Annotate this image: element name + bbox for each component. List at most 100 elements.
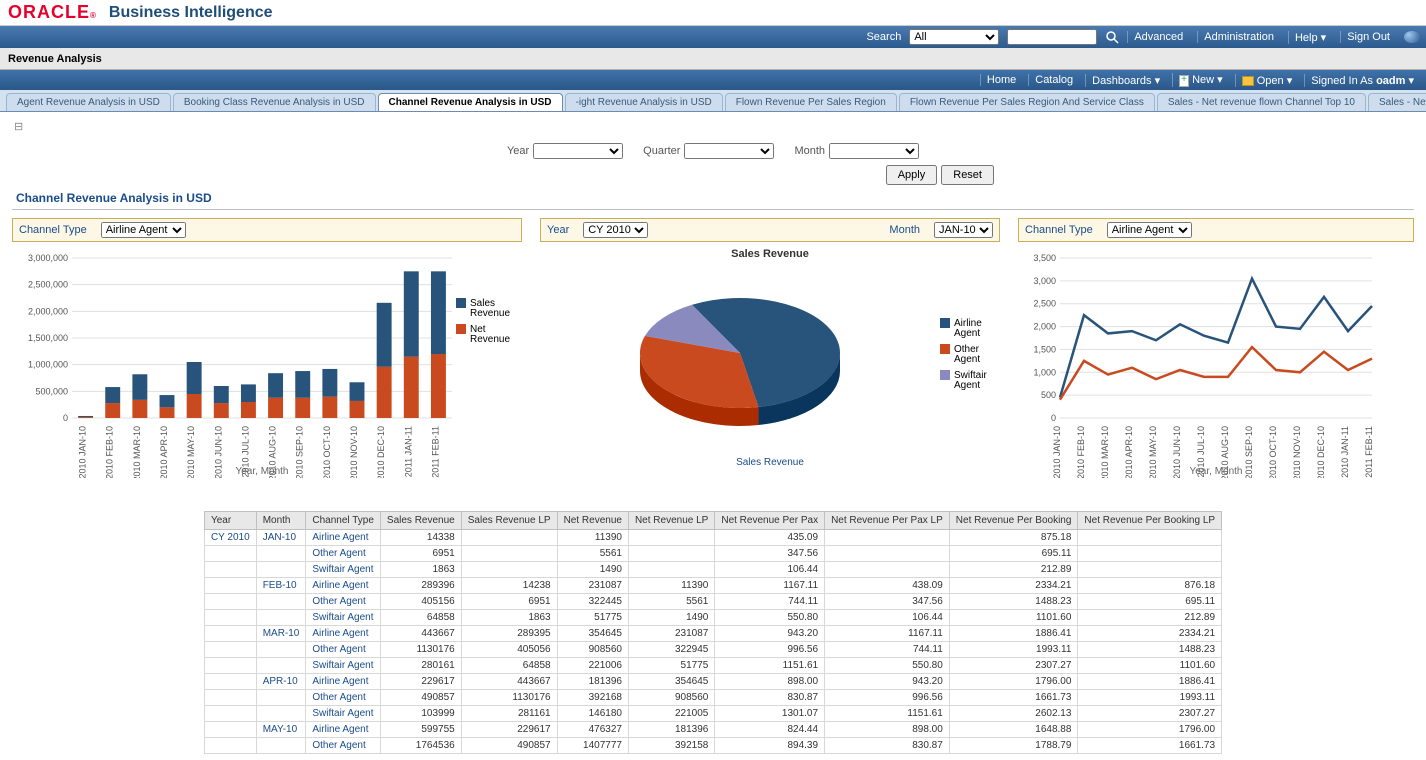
table-row: Swiftair Agent10399928116114618022100513… — [204, 706, 1221, 722]
dashboards-menu[interactable]: Dashboards ▾ — [1085, 74, 1166, 87]
svg-text:2,000,000: 2,000,000 — [28, 306, 68, 316]
svg-text:CY 2010 JAN-10: CY 2010 JAN-10 — [1052, 426, 1062, 478]
svg-text:CY 2010 OCT-10: CY 2010 OCT-10 — [322, 426, 332, 478]
pie-title: Sales Revenue — [540, 248, 1000, 260]
table-header: Net Revenue Per Booking LP — [1078, 512, 1222, 530]
help-menu[interactable]: Help ▾ — [1288, 31, 1332, 44]
svg-text:CY 2010 DEC-10: CY 2010 DEC-10 — [376, 426, 386, 478]
table-row: FEB-10Airline Agent289396142382310871139… — [204, 578, 1221, 594]
table-row: Other Agent4908571130176392168908560830.… — [204, 690, 1221, 706]
chevron-down-icon: ▾ — [1155, 75, 1161, 87]
brand-title: Business Intelligence — [109, 4, 273, 22]
page-title: Revenue Analysis — [8, 53, 102, 65]
pie-footer: Sales Revenue — [540, 457, 1000, 468]
bar-chart-panel: Channel Type Airline Agent 0500,0001,000… — [12, 218, 522, 481]
search-scope-select[interactable]: All — [909, 29, 999, 45]
svg-text:0: 0 — [63, 413, 68, 423]
catalog-link[interactable]: Catalog — [1028, 74, 1079, 86]
administration-link[interactable]: Administration — [1197, 31, 1280, 43]
new-icon — [1179, 75, 1189, 87]
home-link[interactable]: Home — [980, 74, 1022, 86]
svg-text:0: 0 — [1051, 413, 1056, 423]
svg-text:CY 2010 NOV-10: CY 2010 NOV-10 — [1292, 426, 1302, 478]
open-menu[interactable]: Open ▾ — [1235, 74, 1299, 87]
new-menu[interactable]: New ▾ — [1172, 73, 1229, 86]
svg-text:500: 500 — [1041, 390, 1056, 400]
advanced-link[interactable]: Advanced — [1127, 31, 1189, 43]
search-input[interactable] — [1007, 29, 1097, 45]
chevron-down-icon: ▾ — [1287, 75, 1293, 87]
table-row: MAR-10Airline Agent443667289395354645231… — [204, 626, 1221, 642]
svg-text:CY 2010 JUN-10: CY 2010 JUN-10 — [1172, 426, 1182, 478]
svg-text:Agent: Agent — [954, 380, 980, 391]
svg-text:CY 2010 DEC-10: CY 2010 DEC-10 — [1316, 426, 1326, 478]
svg-text:CY 2010 SEP-10: CY 2010 SEP-10 — [295, 426, 305, 478]
table-row: MAY-10Airline Agent599755229617476327181… — [204, 722, 1221, 738]
search-label: Search — [866, 31, 901, 43]
svg-text:Year, Month: Year, Month — [235, 466, 288, 477]
tab-0[interactable]: Agent Revenue Analysis in USD — [6, 93, 171, 111]
collapse-icon[interactable]: ⊟ — [14, 120, 1414, 133]
svg-text:2,500: 2,500 — [1033, 299, 1056, 309]
topbar: ORACLE® Business Intelligence — [0, 0, 1426, 26]
svg-text:CY 2010 JAN-10: CY 2010 JAN-10 — [78, 426, 88, 478]
svg-text:CY 2010 APR-10: CY 2010 APR-10 — [159, 426, 169, 478]
svg-text:1,500: 1,500 — [1033, 344, 1056, 354]
tabstrip: Agent Revenue Analysis in USDBooking Cla… — [0, 90, 1426, 112]
table-header: Net Revenue Per Pax — [715, 512, 825, 530]
reset-button[interactable]: Reset — [941, 165, 994, 185]
svg-text:CY 2010 MAR-10: CY 2010 MAR-10 — [132, 426, 142, 478]
panel2-month-select[interactable]: JAN-10 — [934, 222, 993, 238]
svg-text:CY 2010 OCT-10: CY 2010 OCT-10 — [1268, 426, 1278, 478]
table-header: Sales Revenue — [380, 512, 461, 530]
svg-text:CY 2010 MAY-10: CY 2010 MAY-10 — [186, 426, 196, 478]
tab-4[interactable]: Flown Revenue Per Sales Region — [725, 93, 897, 111]
svg-text:2,000: 2,000 — [1033, 322, 1056, 332]
table-row: Swiftair Agent28016164858221006517751151… — [204, 658, 1221, 674]
global-filter-row: Year Quarter Month — [12, 143, 1414, 159]
month-filter-select[interactable] — [829, 143, 919, 159]
panel3-channel-select[interactable]: Airline Agent — [1107, 222, 1192, 238]
line-chart: 05001,0001,5002,0002,5003,0003,500CY 201… — [1018, 248, 1378, 478]
quarter-filter-select[interactable] — [684, 143, 774, 159]
tab-3[interactable]: -ight Revenue Analysis in USD — [565, 93, 723, 111]
section-title: Channel Revenue Analysis in USD — [16, 191, 1414, 205]
panel1-channel-select[interactable]: Airline Agent — [101, 222, 186, 238]
svg-text:3,000,000: 3,000,000 — [28, 253, 68, 263]
tab-2[interactable]: Channel Revenue Analysis in USD — [378, 93, 563, 111]
svg-text:2,500,000: 2,500,000 — [28, 280, 68, 290]
svg-text:CY 2010 JUN-10: CY 2010 JUN-10 — [213, 426, 223, 478]
year-filter-select[interactable] — [533, 143, 623, 159]
secondbar: Home Catalog Dashboards ▾ New ▾ Open ▾ S… — [0, 70, 1426, 90]
table-row: CY 2010JAN-10Airline Agent1433811390435.… — [204, 530, 1221, 546]
signout-link[interactable]: Sign Out — [1340, 31, 1396, 43]
table-header: Year — [204, 512, 256, 530]
svg-text:CY 2011 JAN-11: CY 2011 JAN-11 — [403, 426, 413, 478]
panel2-year-select[interactable]: CY 2010 — [583, 222, 648, 238]
tab-1[interactable]: Booking Class Revenue Analysis in USD — [173, 93, 376, 111]
chevron-down-icon: ▾ — [1408, 75, 1414, 87]
panel3-filter-label: Channel Type — [1025, 224, 1093, 236]
folder-icon — [1242, 76, 1254, 86]
panel2-year-label: Year — [547, 224, 569, 236]
tab-7[interactable]: Sales - Net- — [1368, 93, 1426, 111]
bar-chart: 0500,0001,000,0001,500,0002,000,0002,500… — [12, 248, 522, 478]
svg-text:CY 2010 NOV-10: CY 2010 NOV-10 — [349, 426, 359, 478]
menubar: Search All Advanced Administration Help … — [0, 26, 1426, 48]
search-icon[interactable] — [1105, 30, 1119, 44]
table-row: Other Agent69515561347.56695.11 — [204, 546, 1221, 562]
table-row: Other Agent40515669513224455561744.11347… — [204, 594, 1221, 610]
line-chart-panel: Channel Type Airline Agent 05001,0001,50… — [1018, 218, 1414, 481]
tab-6[interactable]: Sales - Net revenue flown Channel Top 10 — [1157, 93, 1366, 111]
table-row: Other Agent1130176405056908560322945996.… — [204, 642, 1221, 658]
svg-text:1,000,000: 1,000,000 — [28, 360, 68, 370]
tab-5[interactable]: Flown Revenue Per Sales Region And Servi… — [899, 93, 1155, 111]
quarter-filter-label: Quarter — [643, 145, 680, 157]
data-table: YearMonthChannel TypeSales RevenueSales … — [204, 511, 1222, 754]
svg-text:Year, Month: Year, Month — [1189, 466, 1242, 477]
table-row: Other Agent17645364908571407777392158894… — [204, 738, 1221, 754]
page-titlebar: Revenue Analysis — [0, 48, 1426, 70]
apply-button[interactable]: Apply — [886, 165, 938, 185]
svg-text:CY 2010 FEB-10: CY 2010 FEB-10 — [105, 426, 115, 478]
chevron-down-icon: ▾ — [1217, 74, 1223, 86]
